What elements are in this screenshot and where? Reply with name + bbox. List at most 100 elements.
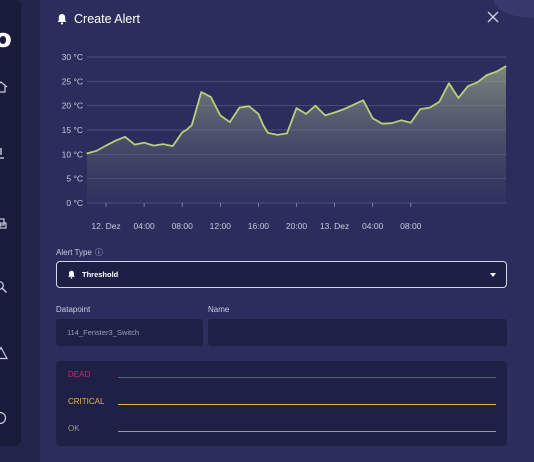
- x-tick-label: 04:00: [362, 221, 384, 231]
- y-tick-label: 0 °C: [66, 198, 83, 208]
- alert-type-select[interactable]: Threshold: [56, 261, 507, 288]
- y-tick-label: 20 °C: [62, 101, 83, 111]
- data-point: [286, 132, 288, 135]
- datapoint-field[interactable]: 114_Fenster3_Switch: [56, 319, 203, 346]
- alert-level-threshold-line[interactable]: [118, 404, 496, 405]
- close-icon[interactable]: [486, 10, 500, 24]
- alert-level-name: CRITICAL: [68, 397, 105, 406]
- data-point: [219, 114, 221, 116]
- y-tick-label: 15 °C: [62, 125, 83, 135]
- alert-type-value: Threshold: [82, 270, 119, 279]
- data-point: [191, 124, 193, 126]
- app-logo: o: [0, 24, 12, 54]
- data-point: [419, 108, 421, 110]
- datapoint-label: Datapoint: [56, 305, 91, 314]
- data-point: [124, 136, 126, 138]
- alert-icon[interactable]: [0, 146, 8, 160]
- data-point: [134, 144, 136, 146]
- data-point: [333, 111, 336, 114]
- y-tick-label: 25 °C: [62, 76, 83, 86]
- data-point: [257, 113, 260, 115]
- data-point: [86, 152, 88, 154]
- header-decoration: [494, 0, 534, 18]
- info-icon[interactable]: ⓘ: [94, 248, 103, 257]
- data-point: [314, 105, 317, 107]
- data-point: [305, 113, 307, 115]
- alert-level-threshold-line[interactable]: [118, 431, 496, 432]
- data-point: [238, 107, 240, 109]
- sidebar: o: [0, 0, 21, 446]
- alert-level-name: OK: [68, 424, 80, 433]
- data-point: [438, 101, 440, 103]
- data-point: [200, 91, 202, 93]
- data-point: [343, 108, 345, 110]
- data-point: [276, 134, 279, 136]
- help-icon[interactable]: [0, 411, 8, 425]
- data-point: [476, 81, 479, 83]
- data-point: [324, 114, 326, 116]
- data-point: [105, 144, 107, 147]
- x-tick-label: 16:00: [248, 221, 270, 231]
- devices-icon[interactable]: [0, 216, 8, 230]
- data-point: [95, 150, 98, 152]
- alert-level-dead: DEAD: [56, 370, 507, 384]
- y-tick-label: 5 °C: [66, 174, 83, 184]
- data-point: [267, 132, 269, 134]
- data-point: [210, 96, 212, 98]
- data-point: [495, 71, 498, 73]
- alert-type-label-text: Alert Type: [56, 248, 92, 257]
- data-point: [448, 82, 450, 84]
- data-point: [372, 117, 374, 119]
- data-point: [381, 123, 383, 125]
- data-point: [229, 121, 231, 123]
- name-label: Name: [208, 305, 230, 314]
- home-icon[interactable]: [0, 80, 8, 94]
- data-point: [429, 107, 431, 109]
- dialog-header: Create Alert: [56, 10, 140, 28]
- alert-level-threshold-line[interactable]: [118, 377, 496, 378]
- data-point: [362, 99, 364, 101]
- y-tick-label: 30 °C: [62, 52, 83, 62]
- data-point: [457, 97, 459, 99]
- bell-icon: [57, 14, 67, 25]
- caret-down-icon[interactable]: [490, 273, 496, 277]
- data-point: [400, 119, 402, 121]
- create-alert-dialog: Create Alert 0 °C 5 °C 10 °C 15 °C 20 °C 25 °…: [40, 0, 534, 462]
- data-point: [262, 124, 264, 126]
- data-point: [467, 85, 469, 87]
- temperature-chart: 0 °C 5 °C 10 °C 15 °C 20 °C 25 °C 30 °C 12. Dez…: [62, 52, 507, 231]
- alert-level-critical: CRITICAL: [56, 397, 507, 411]
- data-point: [248, 105, 250, 107]
- dialog-title: Create Alert: [74, 12, 141, 26]
- alert-type-label: Alert Type ⓘ: [56, 247, 103, 258]
- x-tick-label: 13. Dez: [320, 221, 349, 231]
- data-point: [353, 104, 355, 106]
- series-area: [87, 66, 506, 203]
- data-point: [391, 122, 393, 124]
- data-point: [162, 143, 164, 145]
- y-tick-label: 10 °C: [62, 149, 83, 159]
- data-point: [143, 142, 145, 144]
- x-tick-label: 08:00: [172, 221, 194, 231]
- bell-icon: [68, 270, 75, 279]
- data-point: [410, 122, 412, 124]
- data-point: [186, 128, 188, 131]
- data-point: [153, 144, 155, 147]
- data-point: [486, 74, 488, 76]
- data-point: [505, 65, 507, 67]
- x-tick-label: 20:00: [286, 221, 308, 231]
- data-point: [181, 131, 183, 134]
- data-point: [295, 107, 298, 109]
- x-tick-label: 12. Dez: [91, 221, 120, 231]
- x-tick-label: 08:00: [400, 221, 422, 231]
- alert-level-name: DEAD: [68, 370, 91, 379]
- search-icon[interactable]: [0, 280, 8, 294]
- alert-level-ok: OK: [56, 424, 507, 438]
- x-tick-label: 04:00: [133, 221, 155, 231]
- data-point: [172, 145, 174, 147]
- data-point: [114, 140, 117, 142]
- alert-levels-panel: DEAD CRITICAL OK: [56, 361, 507, 446]
- x-tick-label: 12:00: [210, 221, 232, 231]
- name-field[interactable]: [208, 319, 507, 346]
- warning-icon[interactable]: [0, 346, 8, 360]
